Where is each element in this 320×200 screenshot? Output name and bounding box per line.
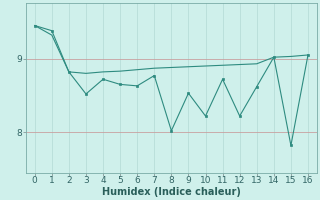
X-axis label: Humidex (Indice chaleur): Humidex (Indice chaleur) — [102, 187, 241, 197]
